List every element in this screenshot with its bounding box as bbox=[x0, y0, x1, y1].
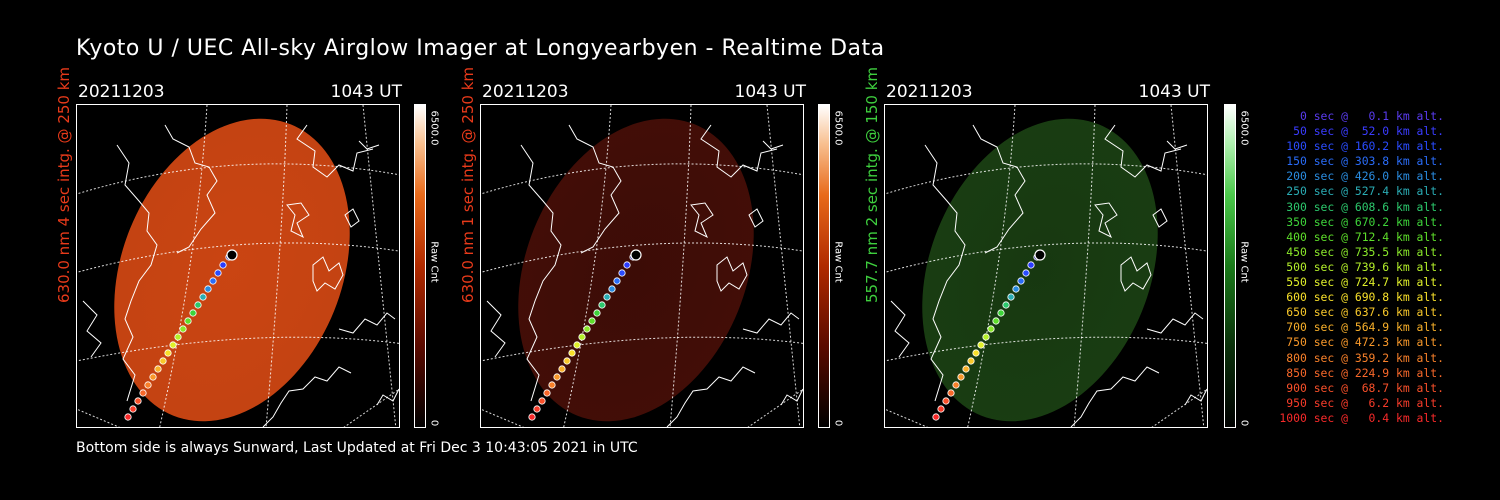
panel-time: 1043 UT bbox=[734, 82, 807, 102]
satellite-trajectory bbox=[124, 253, 233, 421]
legend-entry: 450 sec @ 735.5 km alt. bbox=[1279, 244, 1444, 259]
colorbar-2-min: 0 bbox=[832, 419, 844, 427]
panel-1: 20211203 1043 UT bbox=[76, 82, 406, 442]
colorbar-1-max: 6500.0 bbox=[428, 110, 440, 146]
footer-status: Bottom side is always Sunward, Last Upda… bbox=[76, 440, 638, 456]
legend-entry: 350 sec @ 670.2 km alt. bbox=[1279, 214, 1444, 229]
legend-entry: 650 sec @ 637.6 km alt. bbox=[1279, 305, 1444, 320]
colorbar-1-min: 0 bbox=[428, 419, 440, 427]
colorbar-3-units: Raw Cnt bbox=[1238, 241, 1250, 283]
panel-date: 20211203 bbox=[78, 82, 165, 102]
trajectory-legend: 0 sec @ 0.1 km alt. 50 sec @ 52.0 km alt… bbox=[1262, 109, 1444, 426]
panel-time: 1043 UT bbox=[1138, 82, 1211, 102]
colorbar-2-max: 6500.0 bbox=[832, 110, 844, 146]
airglow-image bbox=[518, 118, 754, 422]
satellite-trajectory bbox=[528, 253, 637, 421]
legend-entry: 400 sec @ 712.4 km alt. bbox=[1279, 229, 1444, 244]
panel-3-ylabel: 557.7 nm 2 sec intg. @ 150 km bbox=[863, 66, 881, 304]
legend-entry: 250 sec @ 527.4 km alt. bbox=[1279, 184, 1444, 199]
allsky-image bbox=[76, 104, 400, 428]
colorbar-1 bbox=[414, 104, 426, 428]
legend-entry: 1000 sec @ 0.4 km alt. bbox=[1279, 410, 1444, 425]
allsky-image bbox=[884, 104, 1208, 428]
legend-entry: 900 sec @ 68.7 km alt. bbox=[1279, 380, 1444, 395]
legend-entry: 500 sec @ 739.6 km alt. bbox=[1279, 259, 1444, 274]
panel-date: 20211203 bbox=[482, 82, 569, 102]
satellite-trajectory bbox=[932, 253, 1041, 421]
panel-time: 1043 UT bbox=[330, 82, 403, 102]
legend-entry: 50 sec @ 52.0 km alt. bbox=[1279, 124, 1444, 139]
colorbar-3-max: 6500.0 bbox=[1238, 110, 1250, 146]
airglow-image bbox=[114, 118, 350, 422]
panel-3: 20211203 1043 UT bbox=[884, 82, 1214, 442]
airglow-image bbox=[922, 118, 1158, 422]
colorbar-2 bbox=[818, 104, 830, 428]
legend-entry: 600 sec @ 690.8 km alt. bbox=[1279, 290, 1444, 305]
allsky-map bbox=[481, 105, 803, 427]
panel-date: 20211203 bbox=[886, 82, 973, 102]
legend-entry: 100 sec @ 160.2 km alt. bbox=[1279, 139, 1444, 154]
legend-entry: 700 sec @ 564.9 km alt. bbox=[1279, 320, 1444, 335]
colorbar-3-min: 0 bbox=[1238, 419, 1250, 427]
colorbar-3 bbox=[1224, 104, 1236, 428]
panel-1-ylabel: 630.0 nm 4 sec intg. @ 250 km bbox=[55, 66, 73, 304]
legend-entry: 850 sec @ 224.9 km alt. bbox=[1279, 365, 1444, 380]
legend-entry: 950 sec @ 6.2 km alt. bbox=[1279, 395, 1444, 410]
allsky-map bbox=[77, 105, 399, 427]
legend-entry: 300 sec @ 608.6 km alt. bbox=[1279, 199, 1444, 214]
panel-2: 20211203 1043 UT bbox=[480, 82, 810, 442]
allsky-image bbox=[480, 104, 804, 428]
legend-entry: 550 sec @ 724.7 km alt. bbox=[1279, 275, 1444, 290]
legend-entry: 200 sec @ 426.0 km alt. bbox=[1279, 169, 1444, 184]
panel-2-ylabel: 630.0 nm 1 sec intg. @ 250 km bbox=[459, 66, 477, 304]
colorbar-2-units: Raw Cnt bbox=[832, 241, 844, 283]
legend-entry: 0 sec @ 0.1 km alt. bbox=[1279, 109, 1444, 123]
page-title: Kyoto U / UEC All-sky Airglow Imager at … bbox=[76, 36, 885, 61]
allsky-map bbox=[885, 105, 1207, 427]
colorbar-1-units: Raw Cnt bbox=[428, 241, 440, 283]
legend-entry: 150 sec @ 303.8 km alt. bbox=[1279, 154, 1444, 169]
legend-entry: 750 sec @ 472.3 km alt. bbox=[1279, 335, 1444, 350]
legend-entry: 800 sec @ 359.2 km alt. bbox=[1279, 350, 1444, 365]
